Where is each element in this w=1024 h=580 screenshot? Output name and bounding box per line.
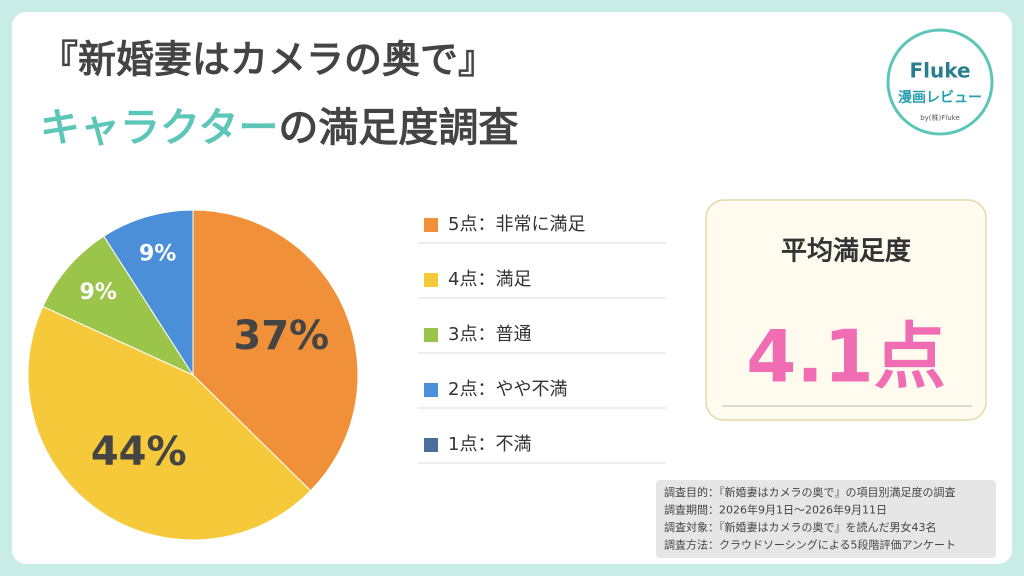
logo-name: Fluke	[909, 59, 970, 83]
legend-swatch	[424, 383, 438, 397]
logo-circle	[886, 28, 994, 136]
pie-slice	[42, 235, 195, 377]
logo-tagline: 漫画レビュー	[898, 89, 982, 106]
data-label: 9%	[80, 280, 117, 305]
notes-box	[656, 480, 996, 558]
average-value: 4.1点	[746, 315, 946, 399]
average-title: 平均満足度	[781, 236, 911, 267]
subtitle-rest: の満足度調査	[278, 105, 518, 151]
legend: 5点：非常に満足 4点：満足 3点：普通 2点：やや不満 1点：不満	[418, 214, 666, 464]
subtitle-highlight: キャラクター	[40, 105, 278, 151]
pie-slice	[192, 209, 359, 492]
legend-label: 4点：満足	[448, 269, 531, 290]
note-line: 調査期間：2026年9月1日～2026年9月11日	[664, 503, 887, 517]
legend-swatch	[424, 438, 438, 452]
note-line: 調査対象：『新婚妻はカメラの奥で』を読んだ男女43名	[664, 520, 937, 534]
pie: 37% 44% 9% 9%	[27, 209, 359, 541]
logo-by: by(株)Fluke	[920, 113, 960, 122]
legend-label: 1点：不満	[448, 434, 531, 455]
data-label: 37%	[233, 313, 329, 359]
legend-swatch	[424, 328, 438, 342]
data-label: 44%	[91, 429, 187, 475]
pie-slice	[103, 209, 194, 377]
legend-swatch	[424, 273, 438, 287]
legend-swatch	[424, 218, 438, 232]
pie-slice	[27, 305, 312, 541]
legend-label: 2点：やや不満	[448, 379, 567, 400]
data-label: 9%	[139, 242, 176, 267]
average-box	[705, 199, 987, 421]
chart-subtitle: キャラクターの満足度調査	[40, 105, 518, 151]
legend-label: 5点：非常に満足	[448, 214, 585, 235]
note-line: 調査方法：クラウドソーシングによる5段階評価アンケート	[664, 538, 956, 552]
notes: 調査目的：『新婚妻はカメラの奥で』の項目別満足度の調査調査期間：2026年9月1…	[664, 485, 956, 552]
chart-title: 『新婚妻はカメラの奥で』	[40, 38, 496, 82]
legend-label: 3点：普通	[448, 324, 531, 345]
note-line: 調査目的：『新婚妻はカメラの奥で』の項目別満足度の調査	[664, 485, 956, 499]
